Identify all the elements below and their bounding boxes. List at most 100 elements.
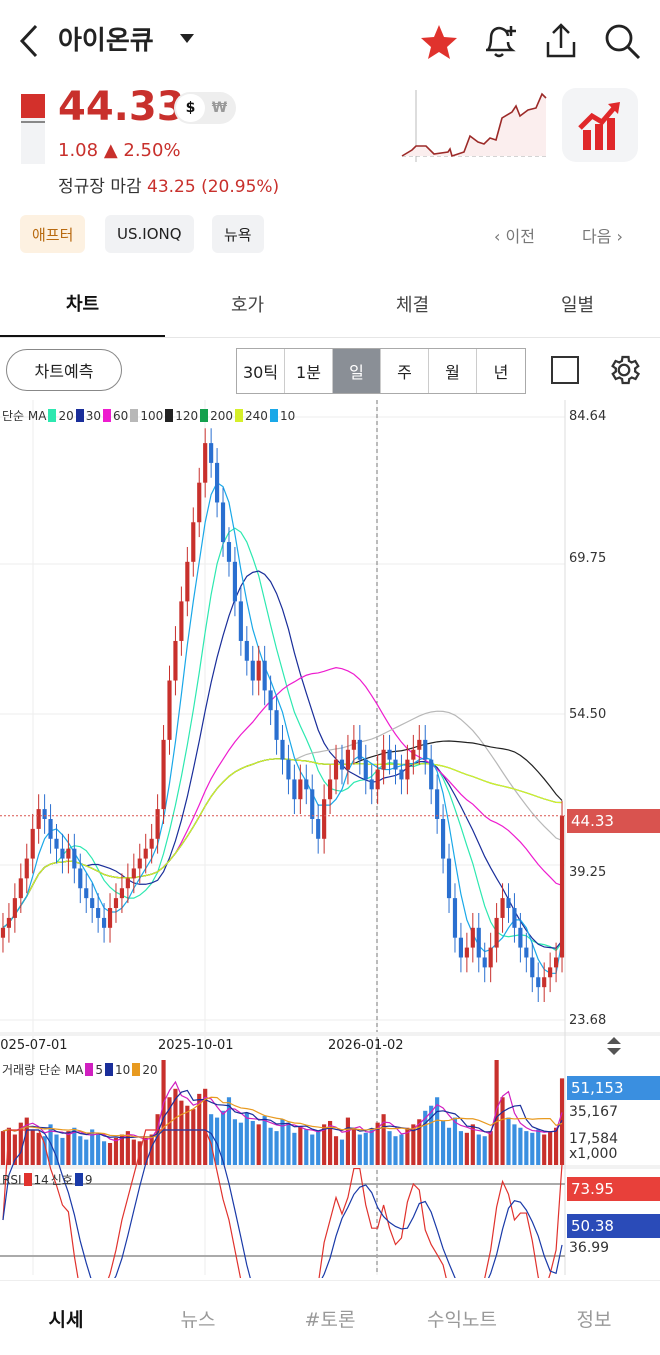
volume-bar (18, 1122, 23, 1165)
candle (435, 789, 440, 819)
y-tick: 23.68 (569, 1013, 607, 1028)
volume-bar (149, 1134, 154, 1165)
candle (345, 749, 351, 770)
fullscreen-checkbox[interactable] (551, 356, 579, 384)
tab-daily[interactable]: 일별 (560, 294, 595, 316)
candle (411, 749, 416, 760)
candle (417, 739, 422, 750)
tab-trades[interactable]: 체결 (395, 294, 430, 316)
bell-plus-icon[interactable] (482, 22, 518, 60)
legend-swatch (75, 409, 84, 422)
volume-bar (494, 1060, 499, 1165)
period-month[interactable]: 월 (429, 349, 477, 393)
candle (488, 947, 493, 968)
legend-period: 100 (140, 408, 164, 423)
regular-close: 정규장 마감 43.25 (20.95%) (58, 172, 279, 197)
volume-bar (84, 1139, 89, 1165)
volume-bar (36, 1132, 41, 1165)
legend-swatch (130, 409, 139, 422)
candle (506, 898, 511, 909)
volume-bar (351, 1127, 356, 1165)
rsi-period: 14 (33, 1172, 49, 1187)
volume-ma-5 (2, 1080, 563, 1142)
volume-ma-20 (2, 1096, 563, 1139)
candle (351, 739, 356, 750)
period-30tick[interactable]: 30틱 (237, 349, 285, 393)
period-1min[interactable]: 1분 (285, 349, 333, 393)
volume-bar (357, 1134, 362, 1165)
tab-orderbook[interactable]: 호가 (230, 294, 265, 316)
volume-bar (345, 1117, 351, 1165)
candle (357, 739, 362, 760)
volume-bar (327, 1120, 333, 1165)
candle (274, 710, 279, 740)
tab-chart[interactable]: 차트 (0, 270, 165, 337)
ma-line-10 (2, 481, 563, 974)
candle (494, 917, 499, 948)
candle (131, 868, 136, 879)
volume-bar (244, 1112, 249, 1165)
volume-bar (369, 1129, 374, 1165)
candle (381, 749, 386, 770)
rsi-tick: 36.99 (569, 1240, 610, 1256)
legend-swatch (235, 409, 244, 422)
candle (6, 917, 12, 928)
search-icon[interactable] (603, 22, 641, 60)
legend-swatch (200, 409, 209, 422)
price-chart[interactable] (0, 400, 660, 1278)
legend-period: 120 (175, 408, 199, 423)
nav-quote[interactable]: 시세 (48, 1308, 84, 1331)
tag-exchange[interactable]: 뉴욕 (212, 215, 264, 253)
star-icon[interactable] (420, 24, 458, 60)
candle (292, 779, 297, 800)
chart-analysis-button[interactable] (562, 88, 638, 162)
candle (173, 640, 178, 681)
close-label: 정규장 마감 (58, 177, 142, 197)
chart-predict-button[interactable]: 차트예측 (6, 349, 122, 391)
period-year[interactable]: 년 (493, 363, 509, 382)
period-day[interactable]: 일 (333, 349, 381, 393)
volume-bar (66, 1131, 71, 1165)
nav-profit-note[interactable]: 수익노트 (427, 1308, 497, 1331)
period-selector: 30틱 1분 일 주 월 년 (236, 348, 526, 394)
stock-title[interactable]: 아이온큐 (58, 26, 154, 56)
resize-handle-icon[interactable] (606, 1036, 622, 1056)
currency-toggle[interactable]: $ ₩ (174, 92, 236, 124)
intraday-sparkline[interactable] (400, 84, 550, 164)
nav-discussion[interactable]: #토론 (304, 1308, 356, 1331)
candle (84, 888, 89, 899)
candle (48, 819, 53, 839)
legend-period: 30 (85, 408, 102, 423)
candle (393, 759, 398, 770)
period-week[interactable]: 주 (381, 349, 429, 393)
nav-news[interactable]: 뉴스 (180, 1308, 216, 1331)
candle (553, 957, 559, 968)
volume-bar (256, 1124, 261, 1165)
candle (232, 561, 238, 602)
bottom-nav: 시세 뉴스 #토론 수익노트 정보 (0, 1280, 660, 1355)
caret-down-icon[interactable] (180, 34, 194, 44)
volume-bar (0, 1131, 6, 1165)
x-tick: 2025-07-01 (0, 1038, 68, 1053)
currency-krw[interactable]: ₩ (211, 100, 228, 116)
nav-info[interactable]: 정보 (576, 1308, 612, 1331)
legend-period: 60 (113, 408, 129, 423)
candle (90, 898, 95, 909)
next-button[interactable]: 다음 › (582, 227, 623, 246)
volume-bar (286, 1122, 291, 1165)
candle (482, 957, 487, 968)
volume-bar (274, 1131, 279, 1165)
tag-after-hours[interactable]: 애프터 (20, 215, 86, 253)
share-icon[interactable] (544, 22, 578, 60)
prev-button[interactable]: ‹ 이전 (494, 227, 535, 246)
chevron-left-icon[interactable] (18, 24, 40, 58)
legend-period: 20 (142, 1062, 158, 1077)
currency-usd[interactable]: $ (176, 94, 205, 122)
tag-ticker[interactable]: US.IONQ (105, 215, 194, 253)
candle (387, 749, 392, 760)
gear-icon[interactable] (606, 352, 642, 388)
volume-bar (304, 1129, 309, 1165)
volume-bar (411, 1124, 416, 1165)
volume-bar (60, 1137, 65, 1165)
volume-bar (482, 1136, 487, 1165)
